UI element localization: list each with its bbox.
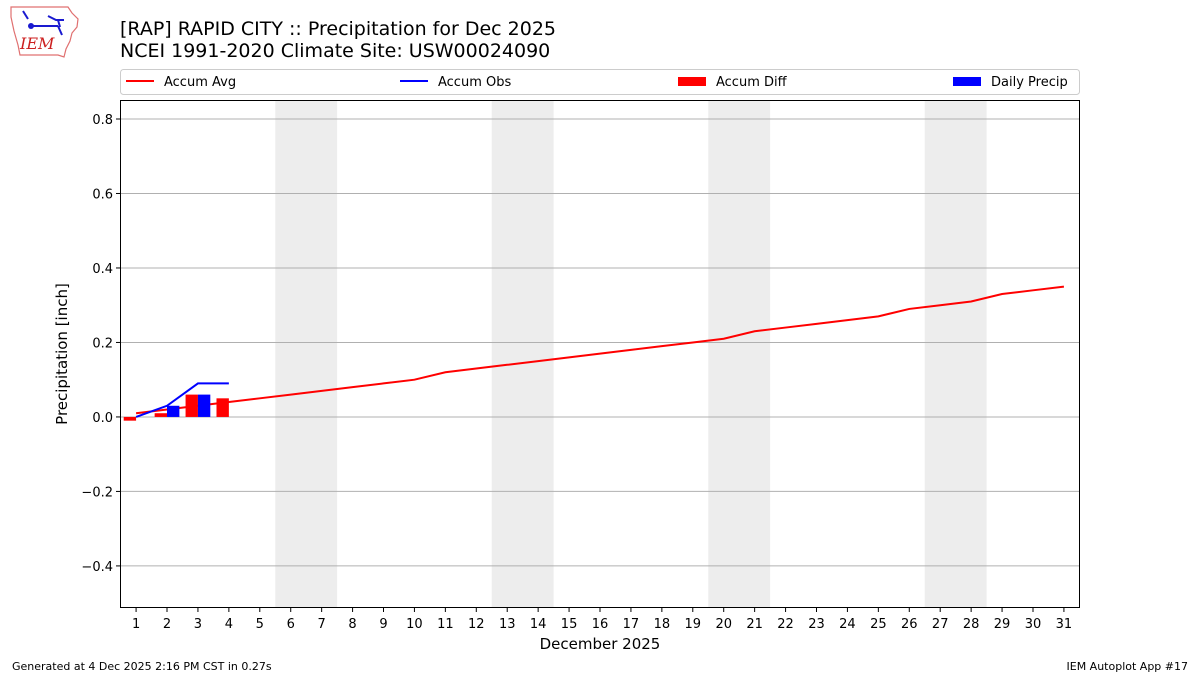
x-tick-label: 2 bbox=[163, 617, 171, 632]
x-tick-label: 4 bbox=[225, 617, 233, 632]
x-tick-label: 24 bbox=[839, 617, 856, 632]
x-tick-label: 22 bbox=[777, 617, 794, 632]
x-tick-label: 18 bbox=[654, 617, 671, 632]
x-tick-label: 5 bbox=[256, 617, 264, 632]
y-tick-label: 0.4 bbox=[92, 262, 113, 277]
y-tick-label: 0.6 bbox=[92, 187, 113, 202]
daily-precip-bar bbox=[197, 394, 211, 417]
x-tick-label: 15 bbox=[561, 617, 578, 632]
x-tick-label: 28 bbox=[963, 617, 980, 632]
weekend-shading bbox=[708, 100, 771, 608]
legend-label-accum-diff: Accum Diff bbox=[716, 75, 788, 90]
y-axis-label: Precipitation [inch] bbox=[53, 283, 71, 425]
logo-text: IEM bbox=[19, 34, 55, 53]
x-tick-label: 23 bbox=[808, 617, 825, 632]
x-tick-label: 12 bbox=[468, 617, 485, 632]
y-tick-label: −0.4 bbox=[81, 560, 113, 575]
legend-label-accum-avg: Accum Avg bbox=[164, 75, 236, 90]
weekend-shading bbox=[275, 100, 338, 608]
x-axis-label: December 2025 bbox=[540, 635, 661, 653]
chart-subtitle: NCEI 1991-2020 Climate Site: USW00024090 bbox=[120, 40, 551, 62]
app-credit: IEM Autoplot App #17 bbox=[1066, 660, 1189, 673]
x-tick-label: 25 bbox=[870, 617, 887, 632]
legend-swatch-daily-precip bbox=[953, 77, 981, 86]
x-tick-label: 6 bbox=[287, 617, 295, 632]
accum-avg-line bbox=[135, 285, 1065, 415]
x-tick-label: 11 bbox=[437, 617, 454, 632]
weekend-shading bbox=[924, 100, 987, 608]
accum-diff-bar bbox=[123, 416, 137, 421]
x-tick-label: 30 bbox=[1025, 617, 1042, 632]
x-tick-label: 17 bbox=[623, 617, 640, 632]
chart-title: [RAP] RAPID CITY :: Precipitation for De… bbox=[120, 18, 556, 40]
x-tick-label: 19 bbox=[685, 617, 702, 632]
legend-label-accum-obs: Accum Obs bbox=[438, 75, 511, 90]
plot-frame bbox=[120, 100, 1080, 608]
x-tick-label: 1 bbox=[132, 617, 140, 632]
x-tick-label: 31 bbox=[1056, 617, 1073, 632]
x-tick-label: 9 bbox=[379, 617, 387, 632]
x-tick-label: 27 bbox=[932, 617, 949, 632]
iem-logo: IEM bbox=[8, 5, 80, 59]
y-tick-label: −0.2 bbox=[81, 485, 113, 500]
daily-precip-bar bbox=[167, 405, 180, 417]
x-tick-label: 3 bbox=[194, 617, 202, 632]
legend-label-daily-precip: Daily Precip bbox=[991, 75, 1068, 90]
weekend-shading bbox=[491, 100, 554, 608]
accum-diff-bar bbox=[154, 413, 168, 417]
x-tick-label: 7 bbox=[318, 617, 326, 632]
y-tick-label: 0.8 bbox=[92, 113, 113, 128]
legend-swatch-accum-diff bbox=[678, 77, 706, 86]
x-tick-label: 14 bbox=[530, 617, 547, 632]
accum-diff-bar bbox=[185, 394, 198, 417]
accum-diff-bar bbox=[216, 398, 229, 417]
x-tick-label: 26 bbox=[901, 617, 918, 632]
x-tick-label: 21 bbox=[746, 617, 763, 632]
accum-obs-line bbox=[135, 382, 229, 418]
x-tick-label: 10 bbox=[406, 617, 423, 632]
x-tick-label: 29 bbox=[994, 617, 1011, 632]
x-tick-label: 16 bbox=[592, 617, 609, 632]
legend: Accum Avg Accum Obs Accum Diff Daily Precip bbox=[120, 69, 1080, 95]
y-tick-label: 0.0 bbox=[92, 411, 113, 426]
x-tick-label: 13 bbox=[499, 617, 516, 632]
generated-timestamp: Generated at 4 Dec 2025 2:16 PM CST in 0… bbox=[12, 660, 272, 673]
x-tick-label: 20 bbox=[715, 617, 732, 632]
y-tick-label: 0.2 bbox=[92, 336, 113, 351]
x-tick-label: 8 bbox=[348, 617, 356, 632]
